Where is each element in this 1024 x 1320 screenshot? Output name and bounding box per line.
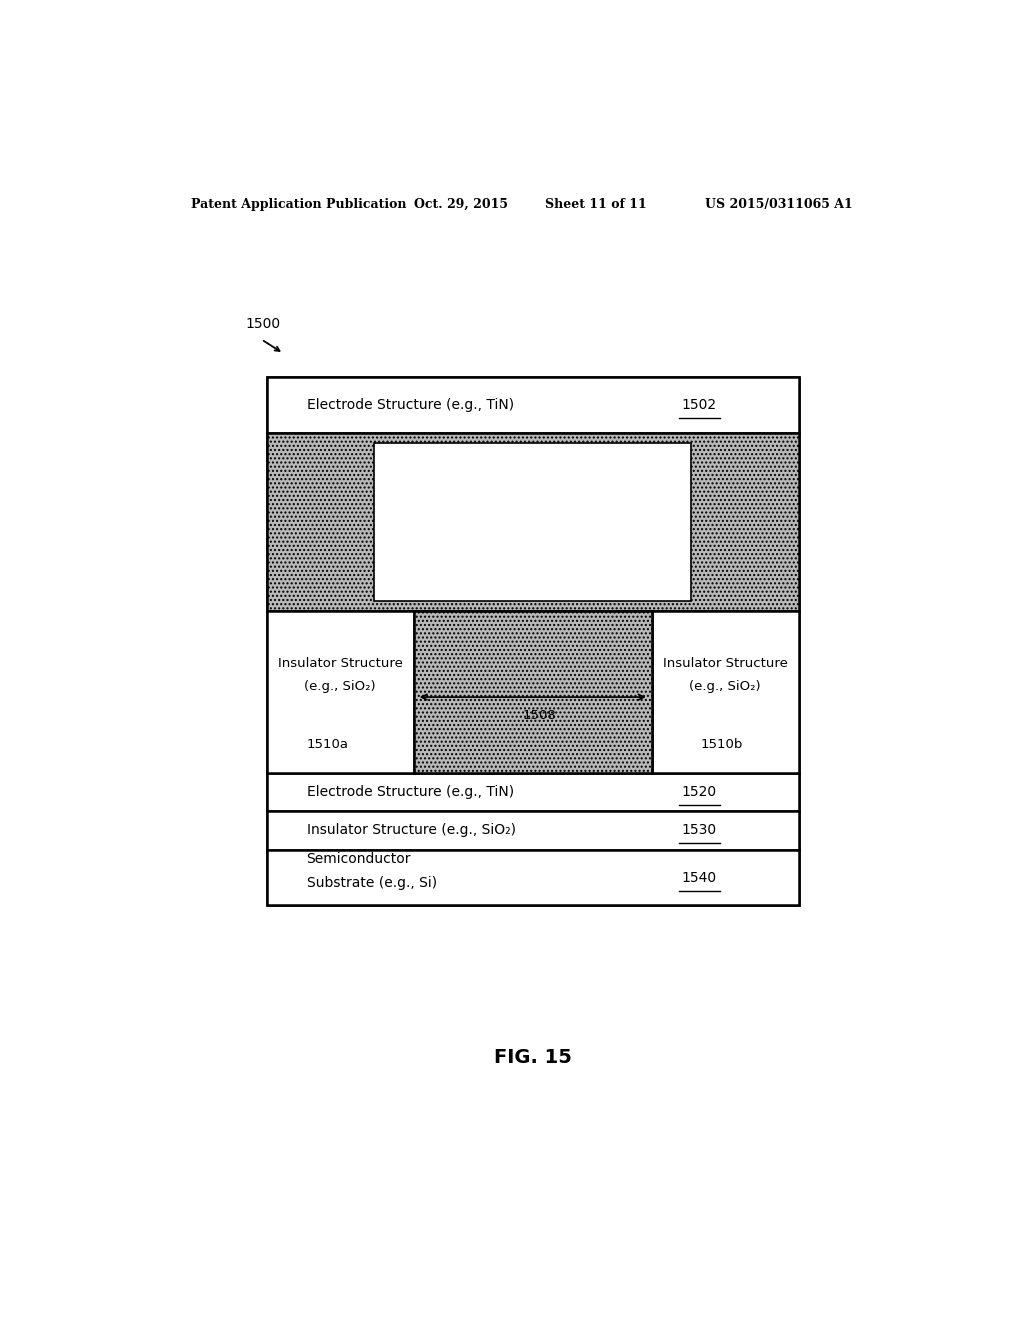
Bar <box>267 378 799 906</box>
Text: (e.g., SiO₂): (e.g., SiO₂) <box>304 680 376 693</box>
Text: US 2015/0311065 A1: US 2015/0311065 A1 <box>705 198 853 211</box>
Bar <box>267 611 414 774</box>
Text: Electrode Structure (e.g., TiN): Electrode Structure (e.g., TiN) <box>306 397 514 412</box>
Text: Non-metal Structure: Non-metal Structure <box>462 484 603 498</box>
Text: Patent Application Publication: Patent Application Publication <box>191 198 407 211</box>
Text: (e.g., SiO₂): (e.g., SiO₂) <box>689 680 761 693</box>
Bar <box>374 444 691 601</box>
Text: Insulator Structure (e.g., SiO₂): Insulator Structure (e.g., SiO₂) <box>306 824 515 837</box>
Text: Sheet 11 of 11: Sheet 11 of 11 <box>546 198 647 211</box>
Text: Insulator Structure: Insulator Structure <box>663 657 787 671</box>
Text: 1508: 1508 <box>522 709 556 722</box>
Text: 1500: 1500 <box>246 317 281 331</box>
Text: 1520: 1520 <box>682 785 717 799</box>
Text: FIG. 15: FIG. 15 <box>494 1048 571 1068</box>
Text: 1510a: 1510a <box>307 738 349 751</box>
Text: 1510b: 1510b <box>700 738 742 751</box>
Bar <box>267 433 799 611</box>
Text: Oct. 29, 2015: Oct. 29, 2015 <box>415 198 508 211</box>
Text: (e.g., phase change material, including GST): (e.g., phase change material, including … <box>384 511 682 523</box>
Text: Semiconductor: Semiconductor <box>306 853 411 866</box>
Text: Insulator Structure: Insulator Structure <box>278 657 402 671</box>
Bar <box>267 378 799 433</box>
Text: Substrate (e.g., Si): Substrate (e.g., Si) <box>306 875 436 890</box>
Text: 1504: 1504 <box>515 539 550 552</box>
Bar <box>267 850 799 906</box>
Bar <box>414 611 652 774</box>
Bar <box>652 611 799 774</box>
Text: 1502: 1502 <box>682 397 717 412</box>
Text: Electrode Structure (e.g., TiN): Electrode Structure (e.g., TiN) <box>306 785 514 799</box>
Bar <box>267 810 799 850</box>
Text: 1530: 1530 <box>682 824 717 837</box>
Bar <box>267 774 799 810</box>
Text: 1540: 1540 <box>682 870 717 884</box>
Bar <box>414 611 652 774</box>
